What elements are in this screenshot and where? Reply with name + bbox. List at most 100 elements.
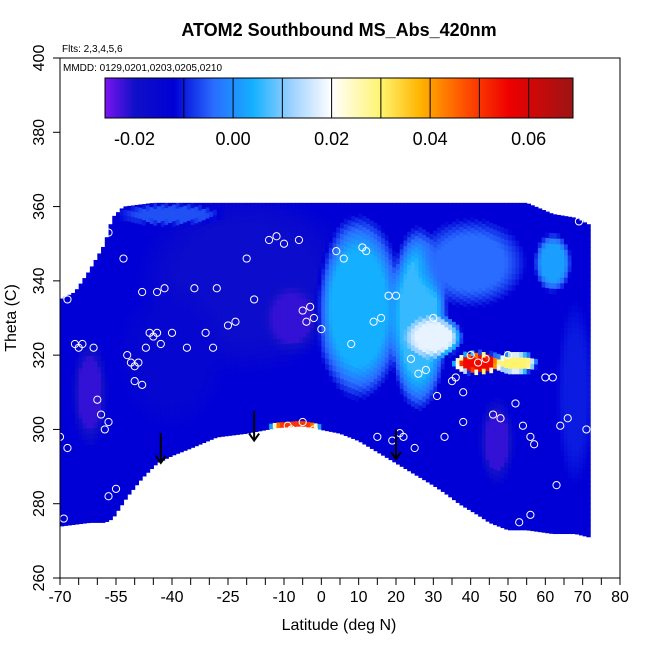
heatmap-cell — [213, 237, 218, 244]
heatmap-cell — [425, 247, 431, 254]
heatmap-cell — [399, 382, 405, 389]
heatmap-cell — [284, 404, 289, 411]
heatmap-cell — [295, 342, 300, 349]
heatmap-cell — [246, 360, 251, 367]
heatmap-cell — [302, 231, 307, 238]
heatmap-cell — [381, 332, 386, 339]
heatmap-cell — [291, 342, 296, 349]
heatmap-cell — [295, 258, 300, 266]
heatmap-cell — [381, 377, 386, 384]
heatmap-cell — [101, 505, 106, 512]
heatmap-cell — [183, 299, 188, 306]
heatmap-cell — [89, 422, 95, 429]
heatmap-cell — [194, 401, 199, 408]
heatmap-cell — [325, 252, 330, 259]
heatmap-cell — [164, 419, 169, 426]
heatmap-cell — [448, 202, 453, 208]
heatmap-cell — [328, 375, 334, 382]
heatmap-cell — [340, 255, 345, 262]
heatmap-cell — [157, 289, 162, 296]
heatmap-cell — [112, 253, 117, 261]
heatmap-cell — [78, 350, 83, 357]
heatmap-cell — [119, 376, 125, 383]
heatmap-cell — [463, 345, 468, 352]
heatmap-cell — [452, 298, 457, 306]
heatmap-cell — [145, 388, 151, 395]
heatmap-cell — [164, 413, 169, 420]
heatmap-cell — [242, 238, 248, 245]
heatmap-cell — [440, 457, 446, 465]
heatmap-cell — [336, 354, 341, 361]
heatmap-cell — [78, 445, 83, 452]
heatmap-cell — [186, 209, 192, 216]
heatmap-cell — [213, 415, 218, 422]
heatmap-cell — [377, 352, 382, 359]
heatmap-cell — [89, 511, 95, 518]
heatmap-cell — [134, 245, 139, 252]
heatmap-cell — [160, 376, 166, 383]
heatmap-cell — [108, 324, 113, 331]
heatmap-cell — [459, 326, 464, 333]
heatmap-cell — [116, 265, 121, 272]
heatmap-cell — [440, 251, 446, 258]
heatmap-cell — [213, 248, 218, 255]
heatmap-cell — [220, 302, 225, 309]
heatmap-cell — [425, 437, 431, 444]
heatmap-cell — [93, 293, 98, 301]
heatmap-cell — [261, 285, 266, 292]
heatmap-cell — [74, 507, 80, 514]
heatmap-cell — [422, 379, 427, 386]
heatmap-cell — [388, 208, 393, 215]
heatmap-cell — [168, 445, 173, 452]
heatmap-cell — [108, 480, 113, 487]
heatmap-cell — [321, 234, 326, 241]
heatmap-cell — [373, 411, 378, 418]
heatmap-cell — [220, 358, 225, 365]
heatmap-cell — [407, 331, 412, 338]
heatmap-cell — [369, 258, 375, 266]
heatmap-cell — [123, 226, 128, 233]
heatmap-cell — [82, 288, 87, 296]
heatmap-cell — [213, 231, 218, 238]
heatmap-cell — [60, 419, 65, 427]
heatmap-cell — [377, 313, 382, 320]
heatmap-cell — [306, 202, 311, 205]
heatmap-cell — [172, 443, 177, 450]
heatmap-cell — [242, 243, 248, 251]
heatmap-cell — [86, 483, 91, 490]
heatmap-cell — [205, 262, 210, 269]
heatmap-cell — [257, 280, 263, 287]
heatmap-cell — [463, 362, 468, 369]
heatmap-cell — [343, 429, 349, 436]
heatmap-cell — [186, 253, 192, 260]
heatmap-cell — [101, 394, 106, 401]
heatmap-cell — [377, 241, 382, 248]
heatmap-cell — [134, 233, 139, 241]
heatmap-cell — [463, 351, 468, 358]
heatmap-cell — [101, 332, 106, 340]
heatmap-cell — [213, 264, 218, 272]
heatmap-cell — [340, 355, 345, 363]
heatmap-cell — [231, 367, 237, 375]
heatmap-cell — [321, 390, 326, 397]
heatmap-cell — [295, 247, 300, 254]
heatmap-cell — [358, 335, 363, 342]
heatmap-cell — [366, 423, 371, 431]
heatmap-cell — [149, 418, 154, 425]
heatmap-cell — [388, 331, 393, 338]
heatmap-cell — [433, 335, 438, 343]
heatmap-cell — [418, 443, 423, 451]
heatmap-cell — [93, 416, 98, 423]
heatmap-cell — [130, 221, 136, 229]
heatmap-cell — [228, 262, 233, 269]
heatmap-cell — [452, 466, 457, 473]
heatmap-cell — [381, 421, 386, 428]
heatmap-cell — [246, 343, 251, 350]
heatmap-cell — [291, 359, 296, 366]
heatmap-cell — [157, 389, 162, 396]
heatmap-cell — [224, 212, 229, 220]
heatmap-cell — [119, 348, 125, 355]
heatmap-cell — [306, 376, 311, 383]
heatmap-cell — [302, 303, 307, 310]
heatmap-cell — [455, 374, 461, 381]
